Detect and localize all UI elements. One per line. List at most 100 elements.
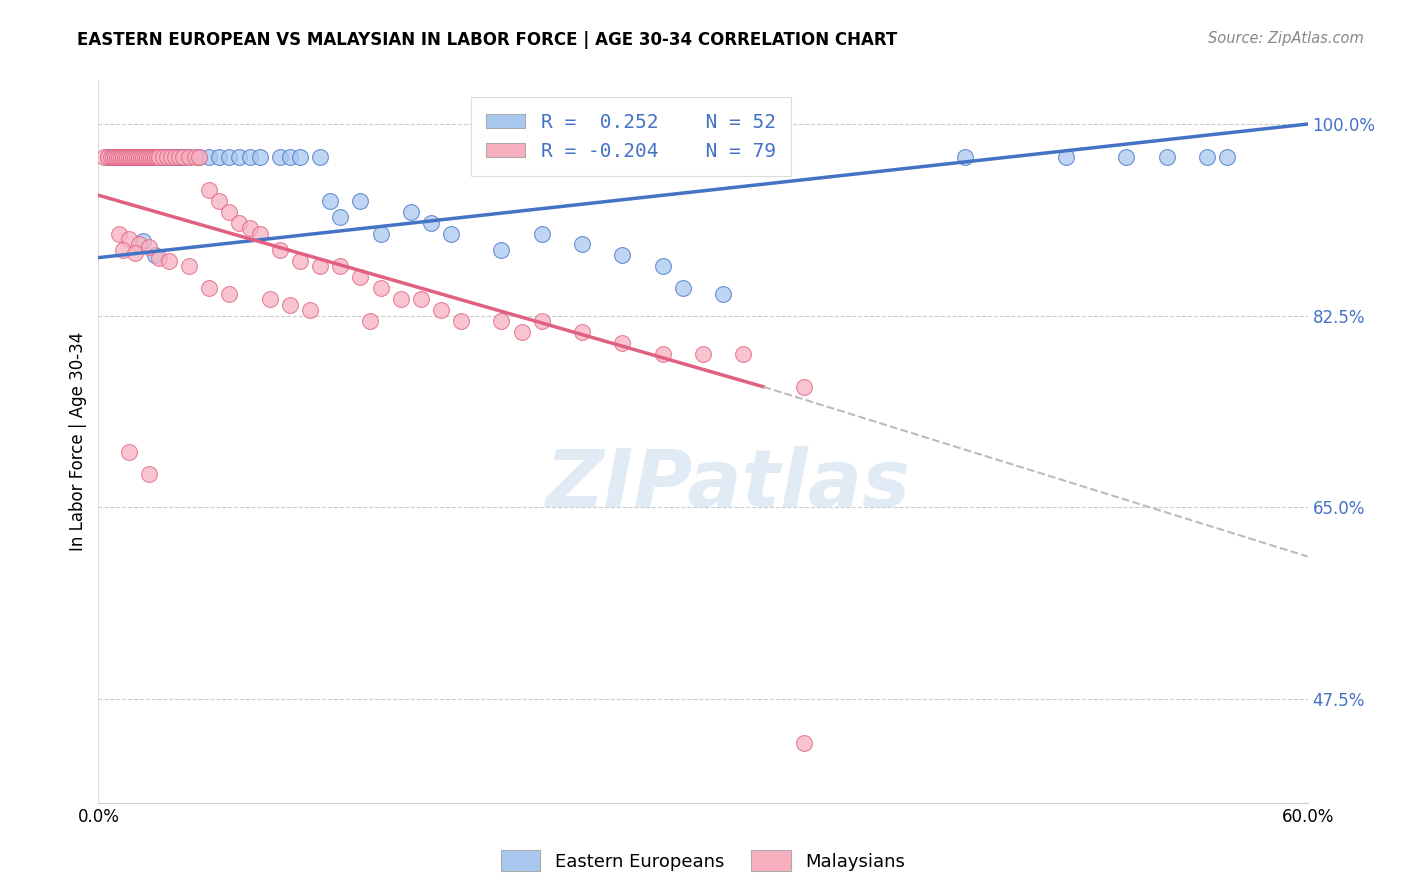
Point — [711, 286, 734, 301]
Point — [142, 150, 165, 164]
Point — [450, 314, 472, 328]
Point — [138, 150, 160, 164]
Point — [491, 243, 513, 257]
Point — [148, 251, 170, 265]
Point — [299, 303, 322, 318]
Point — [157, 150, 180, 164]
Point — [118, 150, 141, 164]
Point — [329, 210, 352, 224]
Point — [143, 150, 166, 164]
Point — [146, 150, 169, 164]
Point — [218, 286, 240, 301]
Point — [93, 150, 115, 164]
Point — [163, 150, 186, 164]
Point — [148, 150, 170, 164]
Legend: R =  0.252    N = 52, R = -0.204    N = 79: R = 0.252 N = 52, R = -0.204 N = 79 — [471, 97, 792, 176]
Point — [389, 292, 412, 306]
Point — [107, 227, 129, 241]
Point — [132, 150, 155, 164]
Point — [288, 253, 311, 268]
Point — [157, 253, 180, 268]
Point — [612, 336, 634, 351]
Point — [160, 150, 183, 164]
Point — [1054, 150, 1077, 164]
Point — [118, 232, 141, 246]
Point — [110, 150, 132, 164]
Point — [179, 150, 201, 164]
Point — [228, 150, 250, 164]
Point — [208, 194, 231, 208]
Point — [430, 303, 453, 318]
Point — [269, 243, 291, 257]
Point — [188, 150, 211, 164]
Point — [440, 227, 463, 241]
Point — [278, 298, 301, 312]
Point — [239, 221, 262, 235]
Point — [530, 314, 553, 328]
Point — [156, 150, 179, 164]
Point — [163, 150, 186, 164]
Point — [218, 204, 240, 219]
Point — [128, 150, 150, 164]
Point — [228, 216, 250, 230]
Point — [733, 347, 755, 361]
Point — [651, 260, 673, 274]
Point — [124, 246, 146, 260]
Point — [143, 248, 166, 262]
Point — [409, 292, 432, 306]
Point — [111, 150, 134, 164]
Point — [114, 150, 136, 164]
Point — [139, 150, 162, 164]
Point — [138, 467, 160, 482]
Point — [172, 150, 194, 164]
Legend: Eastern Europeans, Malaysians: Eastern Europeans, Malaysians — [494, 843, 912, 879]
Point — [184, 150, 207, 164]
Point — [1216, 150, 1239, 164]
Point — [135, 150, 157, 164]
Point — [319, 194, 342, 208]
Point — [288, 150, 311, 164]
Point — [152, 150, 174, 164]
Point — [97, 150, 120, 164]
Point — [134, 150, 156, 164]
Point — [111, 243, 134, 257]
Point — [167, 150, 190, 164]
Point — [120, 150, 142, 164]
Point — [198, 150, 221, 164]
Point — [124, 150, 146, 164]
Point — [124, 150, 146, 164]
Point — [105, 150, 128, 164]
Point — [152, 150, 174, 164]
Point — [349, 270, 371, 285]
Point — [399, 204, 422, 219]
Point — [128, 237, 150, 252]
Point — [349, 194, 371, 208]
Point — [198, 281, 221, 295]
Point — [249, 150, 271, 164]
Point — [530, 227, 553, 241]
Point — [103, 150, 125, 164]
Point — [179, 150, 201, 164]
Point — [208, 150, 231, 164]
Point — [510, 325, 533, 339]
Point — [672, 281, 695, 295]
Point — [100, 150, 122, 164]
Point — [309, 150, 332, 164]
Point — [793, 380, 815, 394]
Point — [129, 150, 152, 164]
Point — [121, 150, 143, 164]
Point — [138, 240, 160, 254]
Point — [420, 216, 443, 230]
Text: Source: ZipAtlas.com: Source: ZipAtlas.com — [1208, 31, 1364, 46]
Point — [179, 260, 201, 274]
Point — [120, 150, 142, 164]
Point — [370, 227, 392, 241]
Point — [651, 347, 673, 361]
Point — [132, 234, 155, 248]
Point — [491, 314, 513, 328]
Point — [167, 150, 190, 164]
Point — [188, 150, 211, 164]
Point — [198, 183, 221, 197]
Point — [360, 314, 382, 328]
Point — [134, 150, 156, 164]
